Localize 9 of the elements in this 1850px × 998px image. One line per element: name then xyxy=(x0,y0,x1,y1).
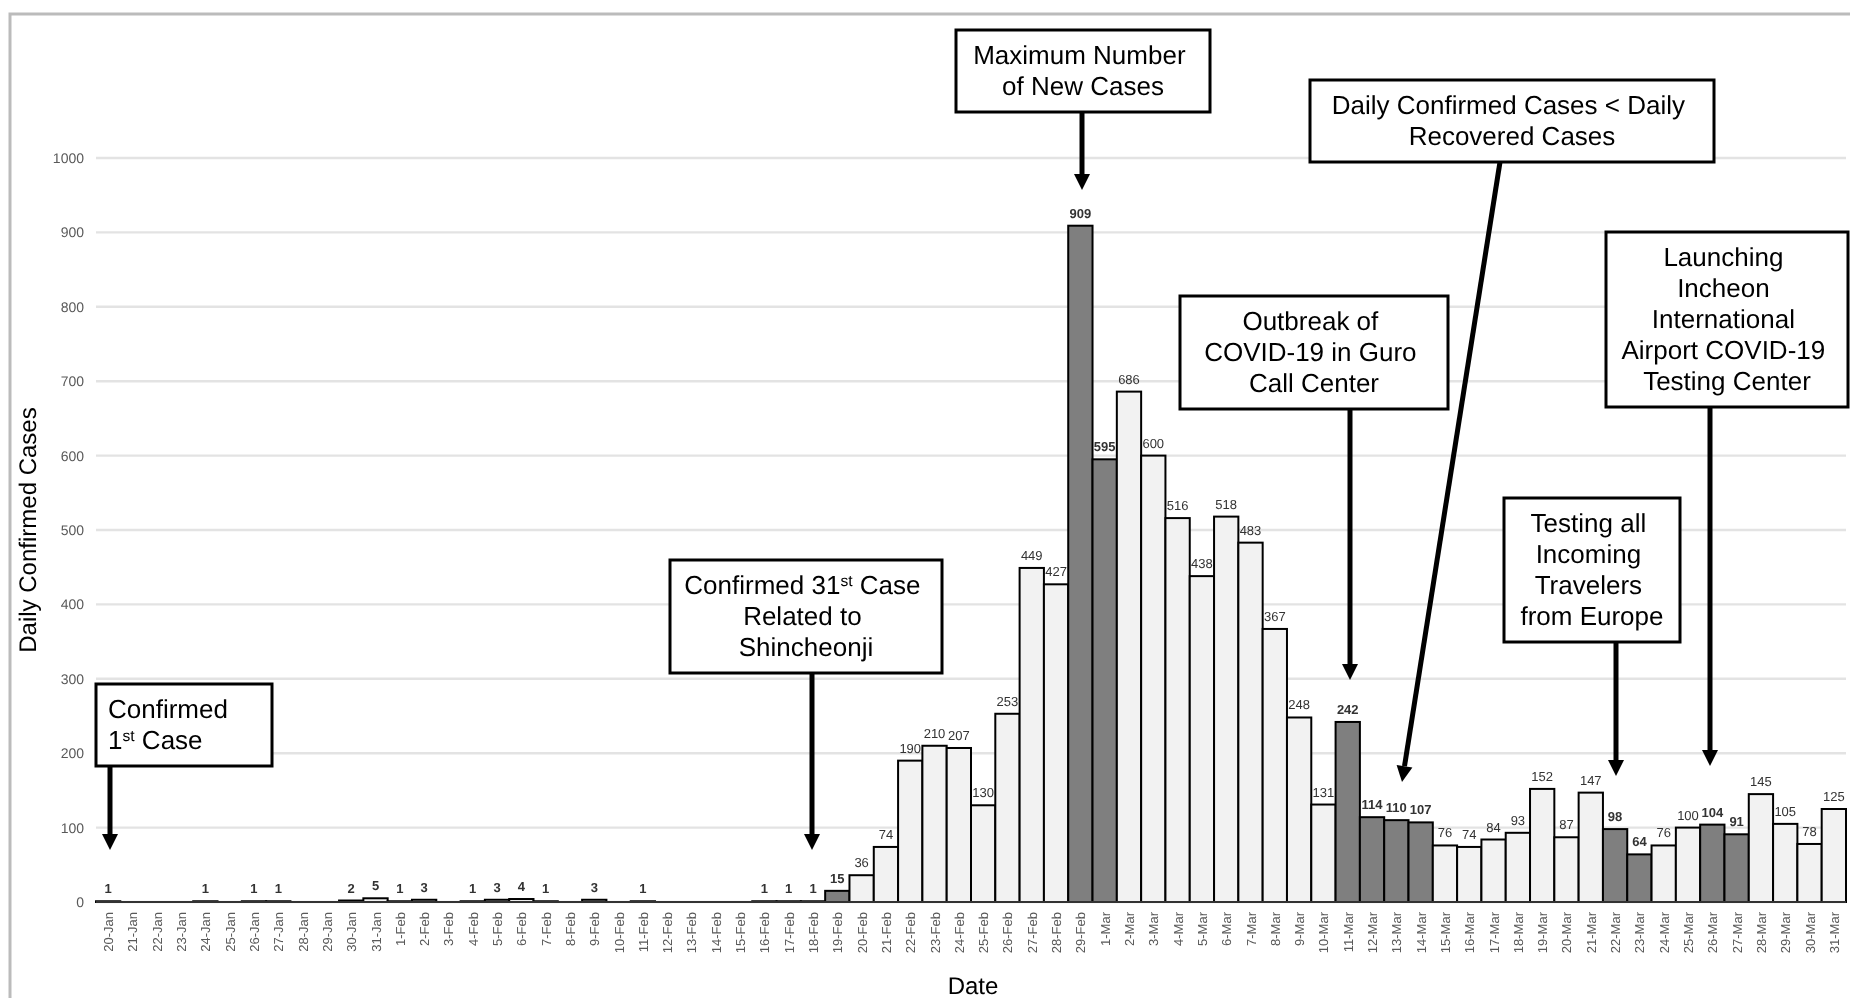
annotation: Testing all Incoming Travelers from Europe xyxy=(1520,508,1664,631)
text: Daily Confirmed Cases < Daily Recovered Cases xyxy=(1331,90,1693,151)
text: Maximum Number of New Cases xyxy=(973,40,1193,101)
annotation: Launching Incheon International Airport COVID-19 Testing Center xyxy=(1621,242,1833,396)
annotation: Confirmed 1$^{st}$ Case xyxy=(108,694,236,755)
y-axis-title: Daily Confirmed Cases xyxy=(14,407,42,653)
annotation: Confirmed 31$^{st}$ Case Related to Shincheonji xyxy=(684,570,928,662)
x-axis-title: Date xyxy=(947,972,999,998)
annotation: Outbreak of COVID-19 in Guro Call Center xyxy=(1204,306,1424,398)
